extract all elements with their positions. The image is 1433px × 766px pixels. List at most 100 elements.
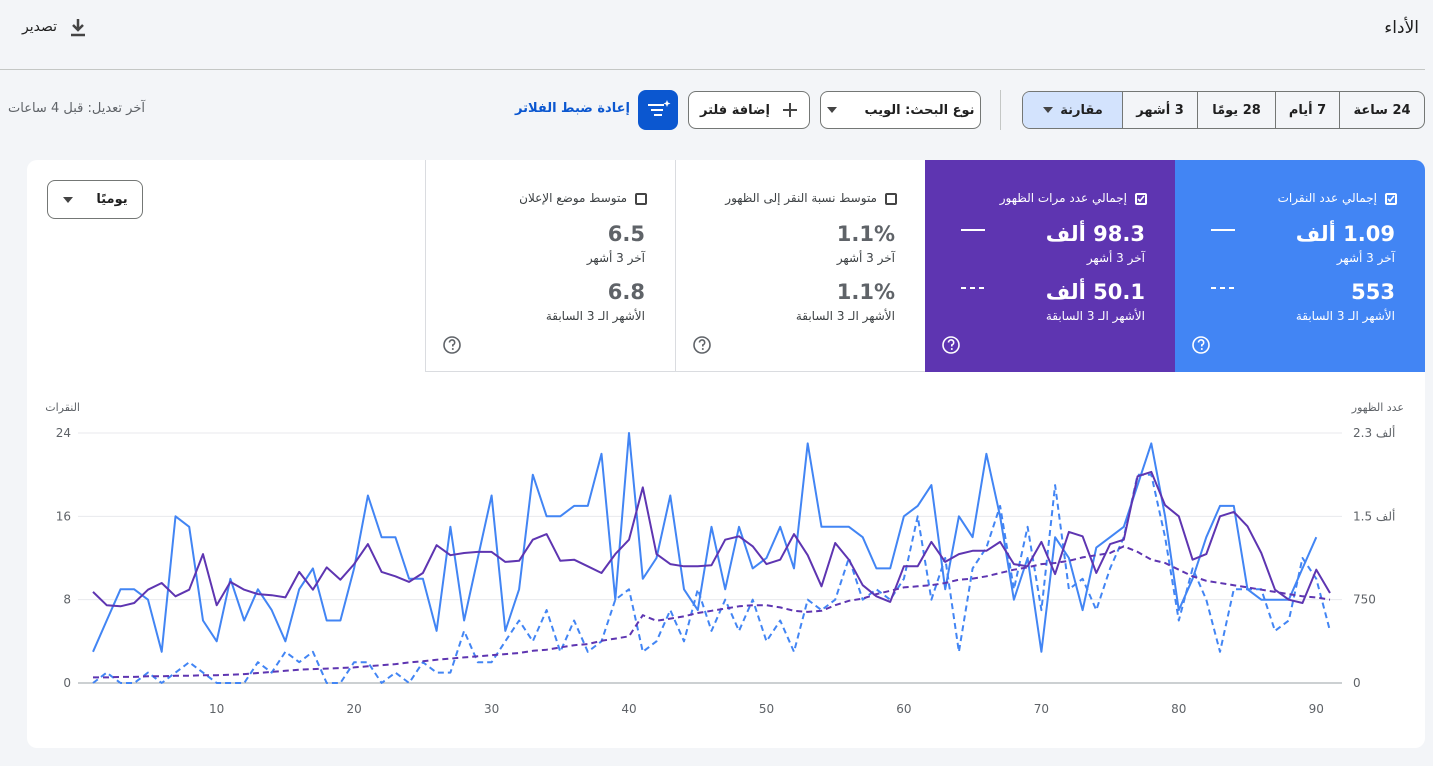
help-icon-mark [698, 339, 706, 347]
series-line [92, 473, 1331, 684]
series-line [92, 470, 1331, 608]
y-tick-label: 8 [63, 593, 71, 607]
help-icon-mark [947, 339, 955, 347]
y2-tick-label: 1.5 ألف [1353, 508, 1395, 523]
y-tick-label: 16 [56, 509, 71, 523]
help-icon [693, 336, 711, 354]
page-title: الأداء [1384, 18, 1419, 38]
export-button[interactable]: تصدير [22, 16, 89, 38]
checkbox [635, 193, 647, 205]
divider [0, 69, 1425, 70]
range-option[interactable]: 7 أيام [1275, 92, 1339, 128]
card-icons [693, 336, 711, 354]
series-line [92, 432, 1318, 653]
granularity-label: يوميًا [96, 192, 128, 207]
metric-value-previous: 6.8 [607, 280, 645, 304]
compare-label: مقارنة [1060, 102, 1103, 118]
metric-label: متوسط نسبة النقر إلى الظهور [725, 191, 877, 205]
metric-label: إجمالي عدد النقرات [1277, 191, 1377, 205]
metric-label: متوسط موضع الإعلان [519, 191, 627, 205]
export-label: تصدير [22, 19, 58, 35]
metric-value: 98.3 ألف [1045, 222, 1145, 246]
period-label: آخر 3 أشهر [1336, 251, 1395, 265]
period-label: آخر 3 أشهر [586, 251, 645, 265]
metric-value-previous: 50.1 ألف [1045, 280, 1145, 304]
help-icon-dot [451, 348, 454, 350]
metric-card[interactable]: متوسط نسبة النقر إلى الظهور 1.1% آخر 3 أشه… [675, 160, 925, 372]
metric-card[interactable]: إجمالي عدد مرات الظهور 98.3 ألف آخر 3 أشهر… [925, 160, 1175, 372]
card-icons [942, 229, 985, 354]
last-updated: آخر تعديل: قبل 4 ساعات [8, 101, 145, 116]
filter-button[interactable] [638, 90, 678, 130]
metric-card[interactable]: إجمالي عدد النقرات 1.09 ألف آخر 3 أشهر 553 ا… [1175, 160, 1425, 372]
x-tick-label: 40 [621, 702, 636, 716]
y2-axis-title: عدد الظهور [1351, 401, 1404, 414]
y-axis-title: النقرات [45, 401, 80, 414]
x-tick-label: 70 [1034, 702, 1049, 716]
compare-option[interactable]: مقارنة [1023, 92, 1122, 128]
dropdown-icon [1043, 107, 1054, 113]
help-icon [1192, 336, 1210, 354]
card-icons [443, 336, 461, 354]
separator [1000, 90, 1001, 130]
range-option[interactable]: 3 أشهر [1122, 92, 1197, 128]
period-label: الأشهر الـ 3 السابقة [1295, 309, 1395, 323]
period-label: الأشهر الـ 3 السابقة [795, 309, 895, 323]
dropdown-icon [827, 107, 838, 113]
reset-filters-link[interactable]: إعادة ضبط الفلاتر [515, 101, 630, 116]
period-label: الأشهر الـ 3 السابقة [545, 309, 645, 323]
help-icon-dot [950, 348, 953, 350]
metric-value: 1.09 ألف [1295, 222, 1395, 246]
check-mark [1137, 195, 1145, 203]
check-mark [1387, 195, 1395, 203]
help-icon-dot [701, 348, 704, 350]
plus-icon [783, 103, 798, 117]
series-line [93, 545, 1331, 679]
y2-tick-label: 2.3 ألف [1353, 425, 1395, 440]
y2-tick-label: 0 [1353, 676, 1361, 690]
metric-value-previous: 1.1% [836, 280, 895, 304]
period-label: الأشهر الـ 3 السابقة [1045, 309, 1145, 323]
help-icon [942, 336, 960, 354]
search-type-label: نوع البحث: الويب [864, 102, 975, 118]
metric-value-previous: 553 [1351, 280, 1395, 304]
checkbox [1135, 193, 1147, 205]
metric-value: 1.1% [836, 222, 895, 246]
x-tick-label: 90 [1309, 702, 1324, 716]
metric-card[interactable]: متوسط موضع الإعلان 6.5 آخر 3 أشهر 6.8 الأشهر… [425, 160, 675, 372]
granularity-dropdown[interactable]: يوميًا [47, 180, 143, 219]
y-tick-label: 0 [63, 676, 71, 690]
check-icon [1137, 195, 1145, 203]
filter-icon [648, 100, 671, 116]
help-icon-mark [448, 339, 456, 347]
y-tick-label: 24 [56, 426, 71, 440]
add-filter-label: إضافة فلتر [699, 102, 771, 118]
x-tick-label: 50 [759, 702, 774, 716]
download-icon [71, 19, 86, 37]
x-tick-label: 30 [484, 702, 499, 716]
x-tick-label: 20 [347, 702, 362, 716]
help-icon [443, 336, 461, 354]
checkbox [885, 193, 897, 205]
period-label: آخر 3 أشهر [1086, 251, 1145, 265]
x-tick-label: 60 [896, 702, 911, 716]
help-icon-mark [1197, 339, 1205, 347]
dropdown-icon [63, 196, 74, 203]
y2-tick-label: 750 [1353, 593, 1376, 607]
search-type-button[interactable]: نوع البحث: الويب [820, 91, 981, 129]
check-icon [1387, 195, 1395, 203]
metric-value: 6.5 [607, 222, 645, 246]
metric-label: إجمالي عدد مرات الظهور [999, 191, 1127, 205]
range-option[interactable]: 28 يومًا [1197, 92, 1275, 128]
add-filter-button[interactable]: إضافة فلتر [688, 91, 810, 129]
checkbox [1385, 193, 1397, 205]
help-icon-dot [1200, 348, 1203, 350]
card-icons [1192, 229, 1235, 354]
x-tick-label: 10 [209, 702, 224, 716]
period-label: آخر 3 أشهر [836, 251, 895, 265]
range-option[interactable]: 24 ساعة [1339, 92, 1424, 128]
date-range-selector: 24 ساعة 7 أيام 28 يومًا 3 أشهر مقارنة [1022, 91, 1425, 129]
x-tick-label: 80 [1171, 702, 1186, 716]
